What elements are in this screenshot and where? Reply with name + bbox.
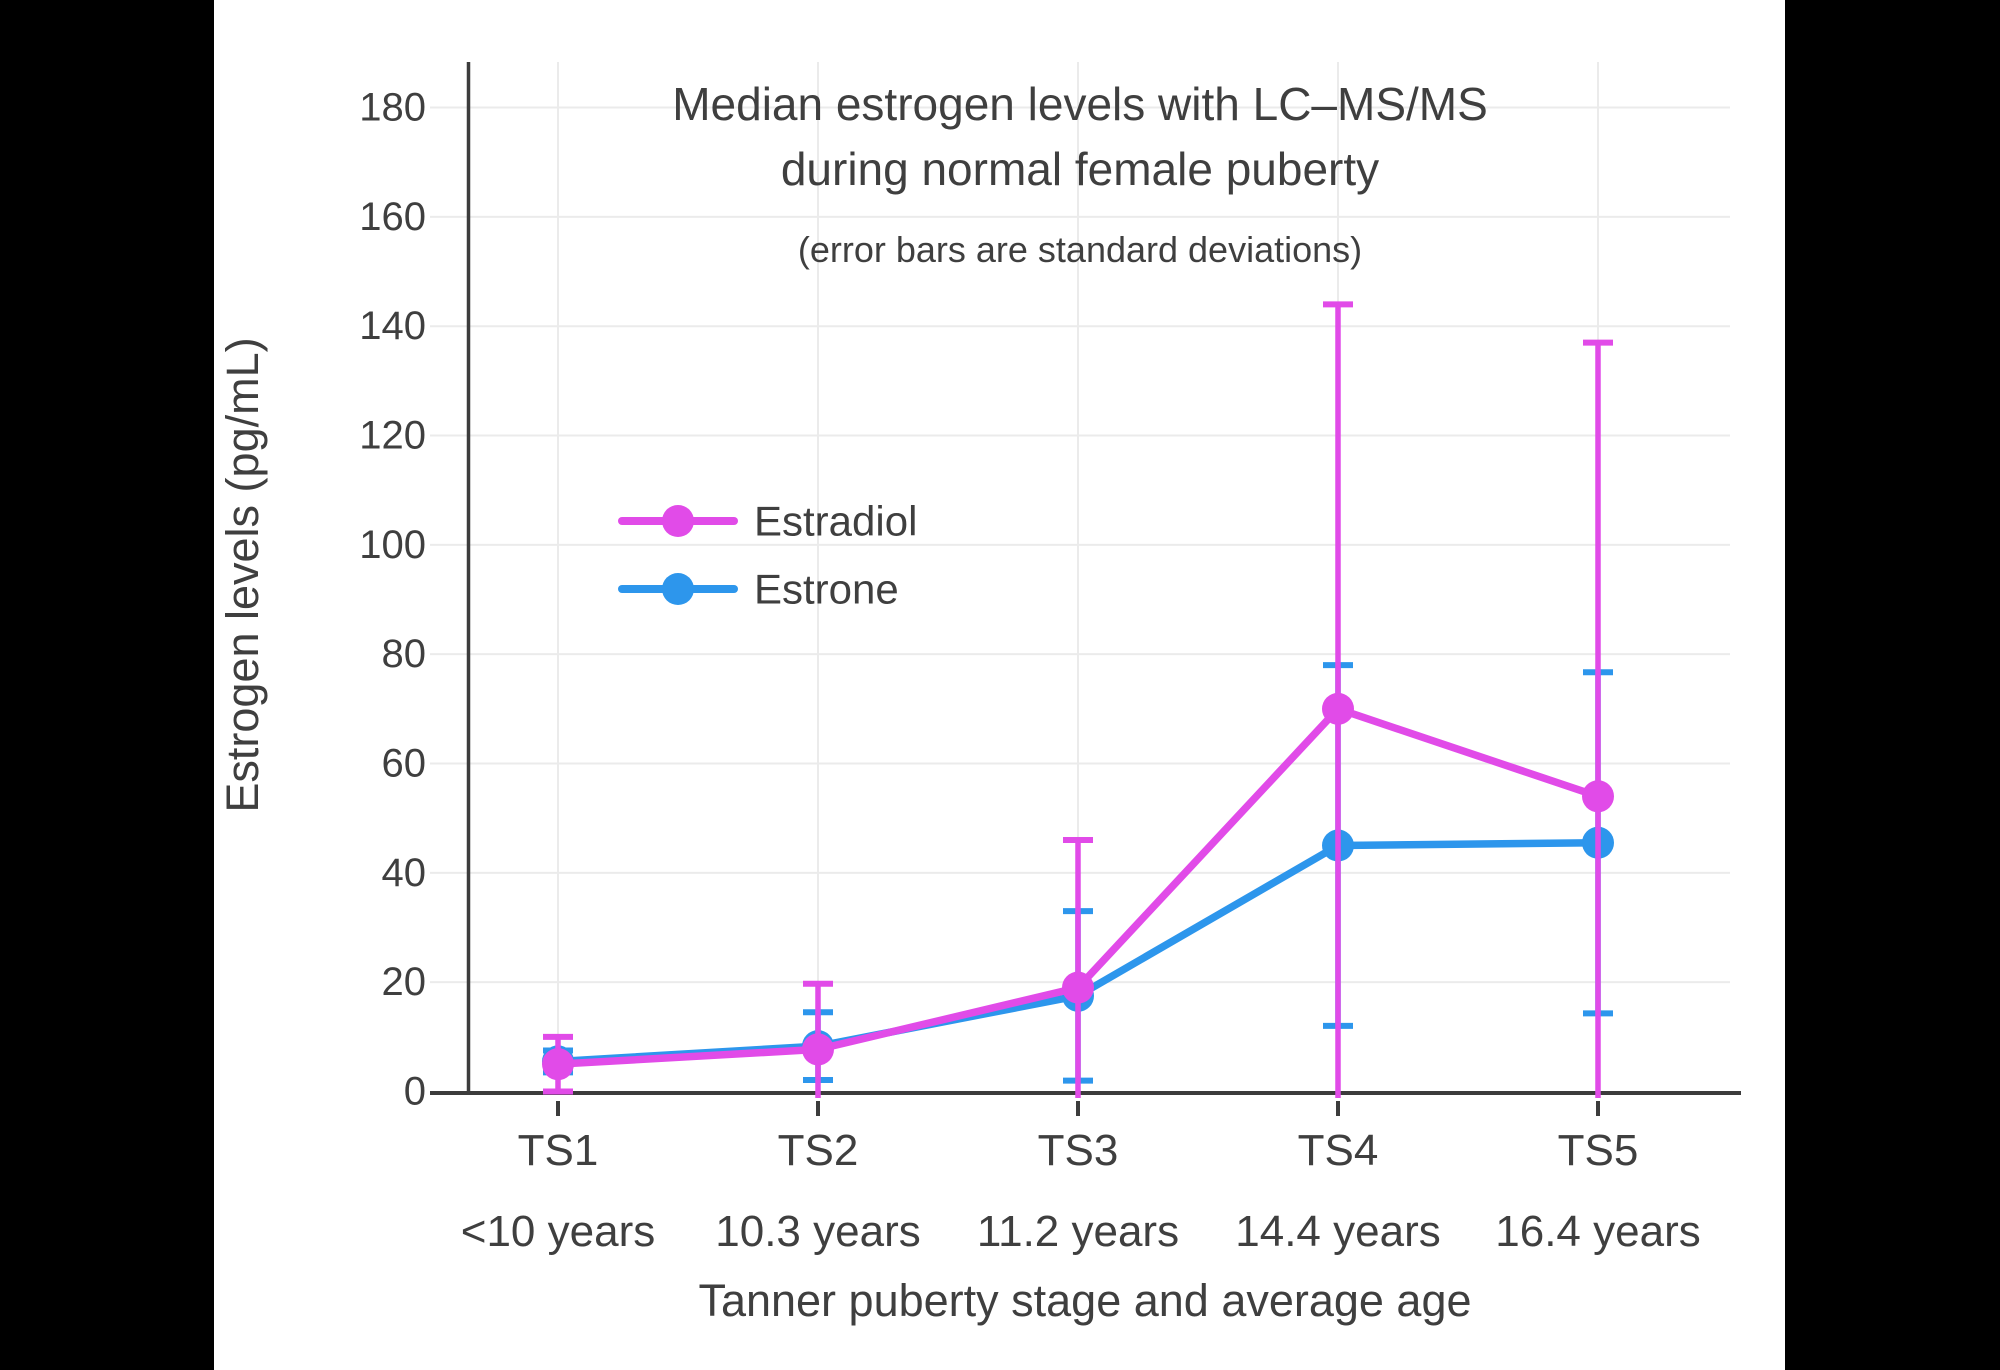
y-tick-label: 180 <box>359 86 426 130</box>
y-tick-label: 40 <box>382 851 427 895</box>
stage-label: TS5 <box>1558 1126 1639 1175</box>
axis-ticks <box>556 1101 1600 1116</box>
x-axis-title: Tanner puberty stage and average age <box>698 1275 1471 1326</box>
stage-label: TS4 <box>1298 1126 1379 1175</box>
age-label: 16.4 years <box>1495 1207 1700 1256</box>
legend: Estradiol Estrone <box>618 498 917 613</box>
y-tick-label: 60 <box>382 742 427 786</box>
y-tick-label: 140 <box>359 304 426 348</box>
data-series <box>542 301 1614 1098</box>
y-tick-label: 100 <box>359 523 426 567</box>
y-tick-label: 0 <box>404 1070 426 1114</box>
stage-label: TS3 <box>1038 1126 1119 1175</box>
y-tick-label: 80 <box>382 632 427 676</box>
y-tick-label: 160 <box>359 195 426 239</box>
y-tick-label: 120 <box>359 414 426 458</box>
legend-item-estrone: Estrone <box>618 566 899 613</box>
data-point-marker <box>1582 780 1614 813</box>
chart-title-line2: during normal female puberty <box>781 143 1379 195</box>
chart-title-line1: Median estrogen levels with LC–MS/MS <box>672 78 1488 130</box>
x-tick-labels: TS1 <10 years TS2 10.3 years TS3 11.2 years TS… <box>461 1126 1701 1256</box>
legend-item-estradiol: Estradiol <box>618 498 917 545</box>
age-label: 10.3 years <box>715 1207 920 1256</box>
data-point-marker <box>1322 692 1354 725</box>
y-tick-labels: 0 20 40 60 80 100 120 140 160 180 <box>359 86 426 1114</box>
data-point-marker <box>802 1033 834 1066</box>
estrone-legend-marker-icon <box>662 573 694 605</box>
data-point-marker <box>542 1048 574 1081</box>
axis-lines <box>430 62 1741 1095</box>
age-label: 11.2 years <box>977 1207 1179 1256</box>
legend-label-estrone: Estrone <box>754 566 899 613</box>
chart-canvas <box>214 0 1785 1370</box>
age-label: 14.4 years <box>1235 1207 1440 1256</box>
stage-label: TS1 <box>518 1126 599 1175</box>
stage-label: TS2 <box>778 1126 859 1175</box>
legend-label-estradiol: Estradiol <box>754 498 917 545</box>
estradiol-legend-marker-icon <box>662 505 694 537</box>
chart-subtitle: (error bars are standard deviations) <box>798 229 1362 270</box>
estradiol-series <box>542 301 1614 1098</box>
y-tick-label: 20 <box>382 960 427 1004</box>
data-point-marker <box>1062 971 1094 1004</box>
age-label: <10 years <box>461 1207 655 1256</box>
y-axis-title: Estrogen levels (pg/mL) <box>217 337 268 812</box>
